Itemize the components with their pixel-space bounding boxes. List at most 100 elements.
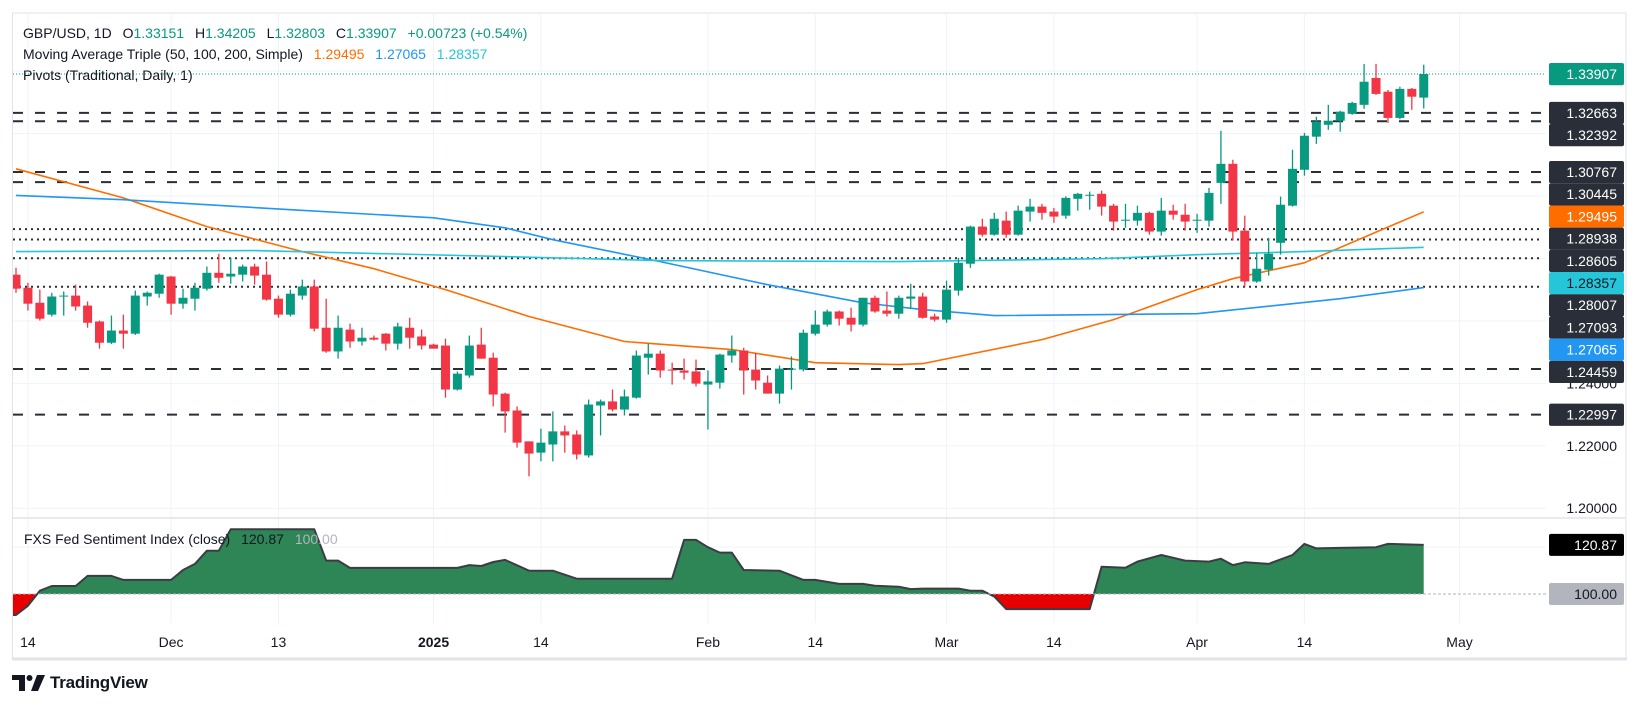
candle[interactable]: [906, 283, 916, 309]
candle[interactable]: [667, 362, 677, 385]
candle[interactable]: [250, 263, 260, 285]
candle[interactable]: [464, 335, 474, 378]
candle[interactable]: [775, 365, 785, 404]
candle[interactable]: [834, 310, 844, 326]
candle[interactable]: [1383, 89, 1393, 123]
time-axis[interactable]: 14 Dec 13 2025 14 Feb 14 Mar 14 Apr 14 May: [20, 634, 1473, 650]
candle[interactable]: [440, 338, 450, 398]
candle[interactable]: [655, 350, 665, 378]
candle[interactable]: [786, 356, 796, 390]
candle[interactable]: [989, 212, 999, 236]
candle[interactable]: [715, 353, 725, 389]
candle[interactable]: [560, 425, 570, 453]
candle[interactable]: [679, 358, 689, 380]
candle[interactable]: [1192, 213, 1202, 233]
candle[interactable]: [1097, 190, 1107, 216]
candle[interactable]: [166, 275, 176, 315]
pivot-price-label[interactable]: 1.32392: [1549, 124, 1624, 147]
candle[interactable]: [369, 335, 379, 341]
sentiment-axis[interactable]: 120.87 100.00: [1549, 533, 1624, 606]
candle[interactable]: [1180, 203, 1190, 231]
candle[interactable]: [333, 315, 343, 359]
candle[interactable]: [965, 225, 975, 268]
candle[interactable]: [643, 343, 653, 375]
candle[interactable]: [1228, 159, 1238, 241]
candle[interactable]: [1311, 116, 1321, 144]
price-axis[interactable]: 1.240001.220001.200001.339071.326631.323…: [1549, 63, 1624, 516]
pivot-price-label[interactable]: 1.22997: [1549, 403, 1624, 426]
candle[interactable]: [500, 392, 510, 433]
candle[interactable]: [357, 327, 367, 346]
candle[interactable]: [1156, 197, 1166, 236]
candle[interactable]: [83, 301, 93, 328]
pivot-price-label[interactable]: 1.28605: [1549, 249, 1624, 273]
candle[interactable]: [763, 375, 773, 394]
candle[interactable]: [930, 313, 940, 322]
pivot-price-label[interactable]: 1.32663: [1549, 101, 1624, 125]
candle[interactable]: [154, 273, 164, 298]
candle[interactable]: [1013, 205, 1023, 236]
candle[interactable]: [452, 371, 462, 391]
candle[interactable]: [619, 389, 629, 416]
candle[interactable]: [1419, 64, 1429, 109]
last-price-label[interactable]: 1.33907: [1549, 63, 1624, 86]
candle[interactable]: [1132, 205, 1142, 226]
candle[interactable]: [1347, 101, 1357, 115]
candle[interactable]: [1240, 215, 1250, 287]
candle[interactable]: [71, 284, 81, 311]
candle[interactable]: [977, 218, 987, 237]
ma-legend-row[interactable]: Moving Average Triple (50, 100, 200, Sim…: [23, 44, 527, 65]
candle[interactable]: [23, 282, 33, 311]
ma200-price-label[interactable]: 1.28357: [1549, 272, 1624, 295]
candle[interactable]: [691, 359, 701, 387]
candle[interactable]: [1025, 198, 1035, 222]
candle[interactable]: [846, 307, 856, 332]
candle[interactable]: [1395, 86, 1405, 120]
candle[interactable]: [405, 317, 415, 349]
candle[interactable]: [1109, 203, 1119, 231]
candle[interactable]: [1252, 252, 1262, 283]
candle[interactable]: [309, 279, 319, 332]
candle[interactable]: [297, 279, 307, 300]
candle[interactable]: [262, 261, 272, 301]
candle[interactable]: [273, 295, 283, 318]
candle[interactable]: [584, 399, 594, 458]
candle[interactable]: [1168, 204, 1178, 220]
sentiment-line[interactable]: [13, 528, 1424, 616]
candle[interactable]: [476, 327, 486, 359]
candle[interactable]: [1359, 63, 1369, 109]
pivots-title[interactable]: Pivots (Traditional, Daily, 1): [23, 67, 193, 83]
candle[interactable]: [12, 267, 21, 293]
candle[interactable]: [894, 295, 904, 319]
sentiment-baseline-label[interactable]: 100.00: [1549, 583, 1624, 606]
pivot-price-label[interactable]: 1.30767: [1549, 161, 1624, 184]
tradingview-logo[interactable]: TradingView: [12, 672, 148, 694]
ma-title[interactable]: Moving Average Triple (50, 100, 200, Sim…: [23, 46, 303, 62]
candle[interactable]: [810, 310, 820, 336]
candle[interactable]: [798, 329, 808, 372]
candle[interactable]: [285, 289, 295, 317]
pivot-price-label[interactable]: 1.30445: [1549, 183, 1624, 206]
sentiment-pane[interactable]: [13, 528, 1546, 616]
candle[interactable]: [953, 257, 963, 296]
ma50-price-label[interactable]: 1.29495: [1549, 205, 1624, 228]
pivots-legend-row[interactable]: Pivots (Traditional, Daily, 1): [23, 65, 527, 86]
candle[interactable]: [95, 320, 105, 349]
candle[interactable]: [1371, 63, 1381, 95]
sentiment-title[interactable]: FXS Fed Sentiment Index (close): [24, 531, 231, 547]
candle[interactable]: [751, 352, 761, 390]
candle[interactable]: [1276, 196, 1286, 255]
candle[interactable]: [47, 292, 57, 317]
candle[interactable]: [1144, 211, 1154, 235]
candle[interactable]: [918, 292, 928, 319]
candle[interactable]: [942, 280, 952, 323]
candle[interactable]: [1049, 207, 1059, 223]
candle[interactable]: [1335, 110, 1345, 132]
candle[interactable]: [822, 309, 832, 327]
pivot-price-label[interactable]: 1.27093: [1549, 316, 1624, 339]
candle[interactable]: [739, 347, 749, 395]
candle[interactable]: [1264, 237, 1274, 276]
candle[interactable]: [1085, 191, 1095, 210]
candle[interactable]: [1037, 203, 1047, 220]
